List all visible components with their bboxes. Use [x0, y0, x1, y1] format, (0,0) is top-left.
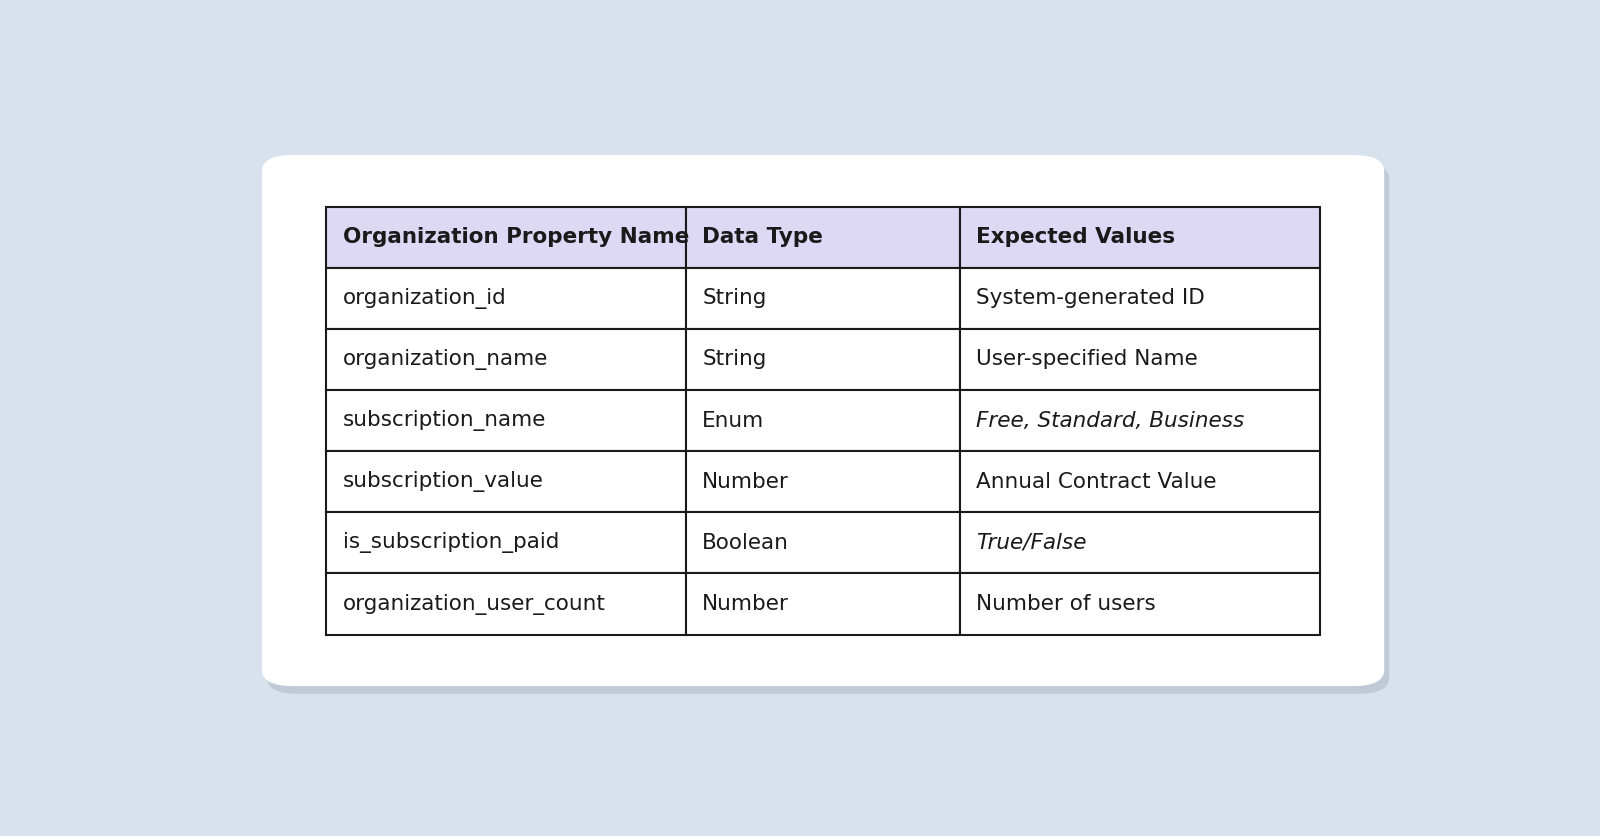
Bar [960, 268, 1320, 329]
Text: Boolean: Boolean [702, 533, 789, 553]
Bar [326, 390, 686, 451]
Bar [686, 573, 960, 635]
FancyBboxPatch shape [267, 163, 1389, 694]
Text: organization_id: organization_id [342, 288, 506, 308]
Text: Number of users: Number of users [976, 594, 1155, 614]
Bar [686, 512, 960, 573]
Text: organization_user_count: organization_user_count [342, 594, 605, 614]
Bar [326, 573, 686, 635]
Bar [686, 390, 960, 451]
Bar [326, 268, 686, 329]
Text: subscription_name: subscription_name [342, 410, 546, 431]
Text: Number: Number [702, 594, 789, 614]
Bar [960, 512, 1320, 573]
Text: String: String [702, 288, 766, 308]
Text: Enum: Enum [702, 410, 765, 431]
Bar [960, 573, 1320, 635]
Bar [686, 329, 960, 390]
Bar [326, 512, 686, 573]
Bar [960, 451, 1320, 512]
Text: subscription_value: subscription_value [342, 472, 544, 492]
Bar [686, 268, 960, 329]
Text: True/False: True/False [976, 533, 1086, 553]
Text: User-specified Name: User-specified Name [976, 349, 1198, 370]
Text: is_subscription_paid: is_subscription_paid [342, 533, 558, 553]
FancyBboxPatch shape [262, 155, 1384, 686]
Bar [960, 329, 1320, 390]
Text: Data Type: Data Type [702, 227, 822, 247]
Bar [960, 390, 1320, 451]
Text: Number: Number [702, 472, 789, 492]
Text: Expected Values: Expected Values [976, 227, 1176, 247]
Text: Organization Property Name: Organization Property Name [342, 227, 690, 247]
Bar [960, 206, 1320, 268]
Text: Free, Standard, Business: Free, Standard, Business [976, 410, 1245, 431]
Bar [326, 451, 686, 512]
Text: String: String [702, 349, 766, 370]
Bar [686, 451, 960, 512]
Text: Annual Contract Value: Annual Contract Value [976, 472, 1216, 492]
Text: organization_name: organization_name [342, 349, 547, 370]
Bar [326, 206, 686, 268]
Bar [686, 206, 960, 268]
Bar [326, 329, 686, 390]
Text: System-generated ID: System-generated ID [976, 288, 1205, 308]
